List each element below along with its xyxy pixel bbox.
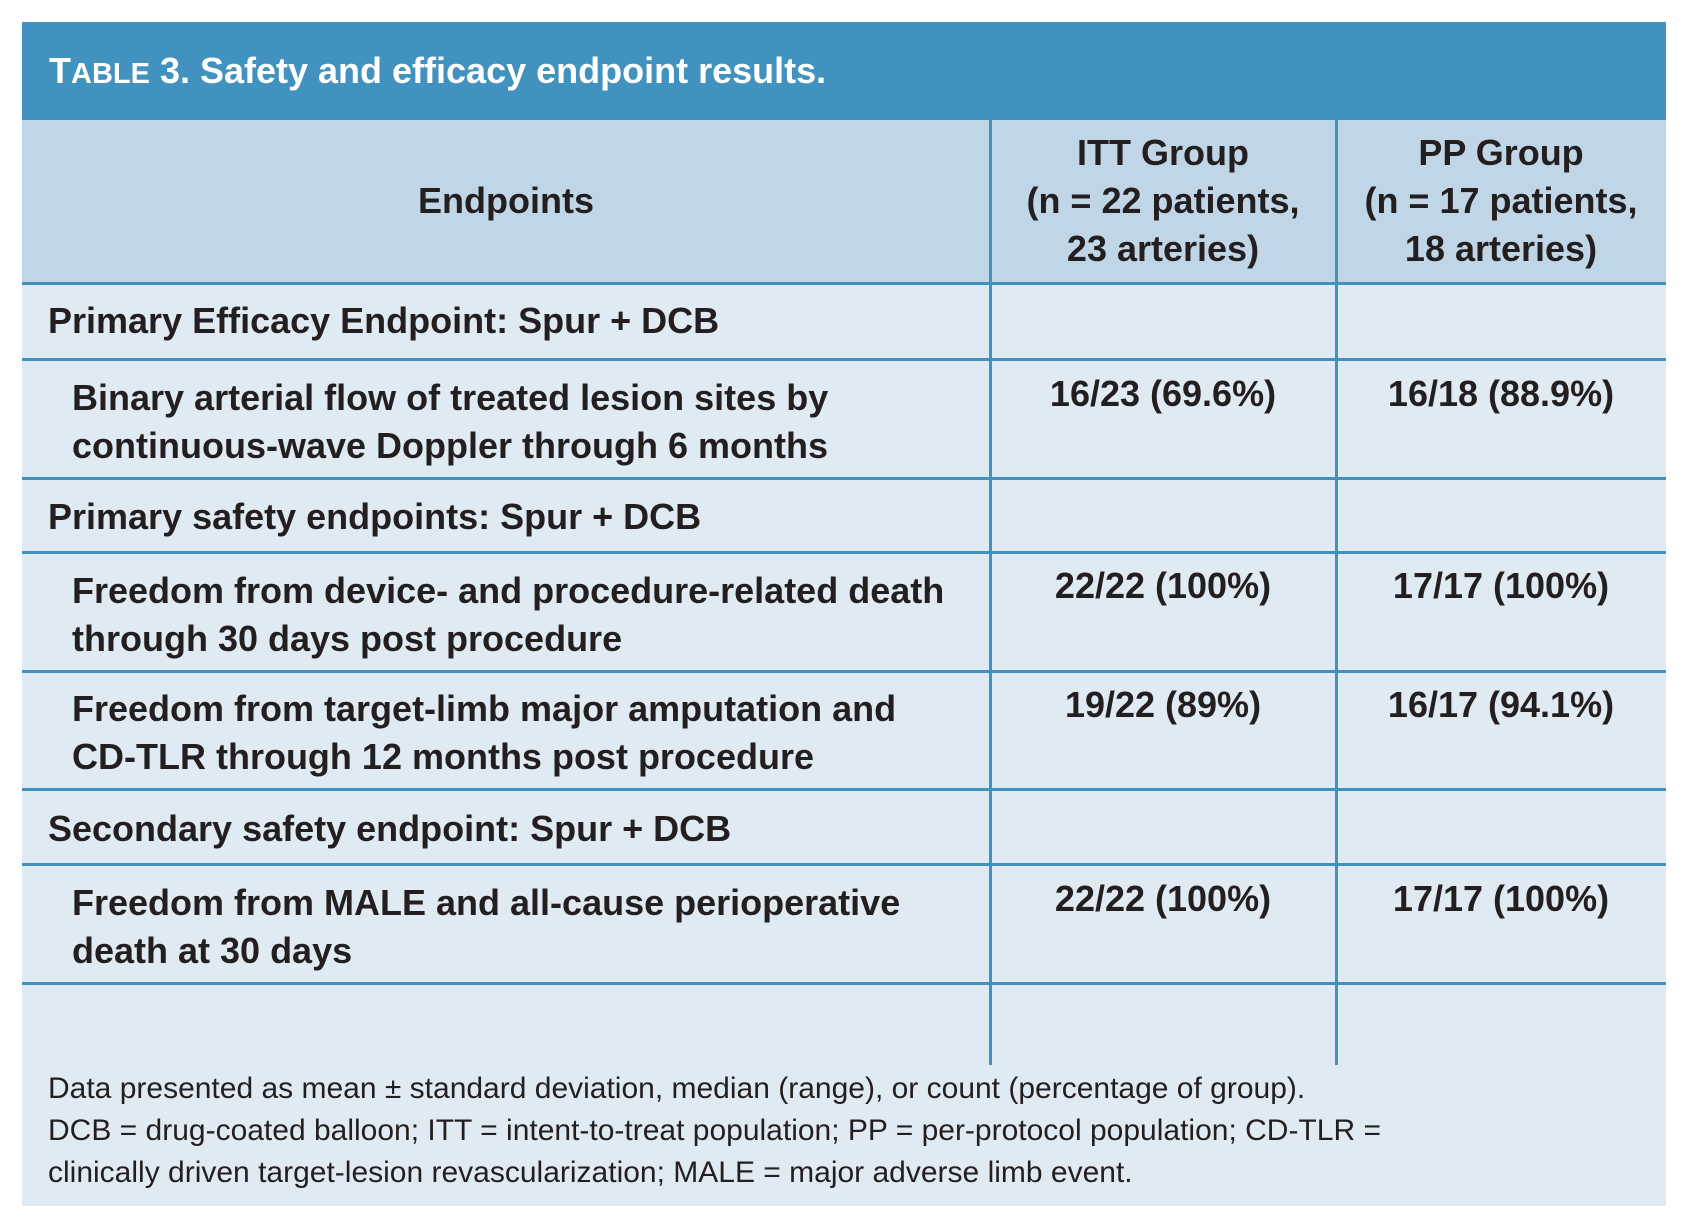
itt-value: 19/22 (89%) (1064, 684, 1262, 725)
endpoint-label-line: Freedom from target-limb major amputatio… (72, 688, 897, 729)
table-row: Freedom from device- and procedure-relat… (22, 554, 1666, 673)
footnote-line: DCB = drug-coated balloon; ITT = intent-… (48, 1114, 1381, 1147)
header-itt-line: (n = 22 patients, (1026, 180, 1300, 221)
section-label: Secondary safety endpoint: Spur + DCB (48, 808, 732, 849)
endpoint-label-line: Freedom from MALE and all-cause perioper… (72, 882, 901, 923)
endpoint-label: Freedom from target-limb major amputatio… (72, 685, 896, 781)
table-row-section: Secondary safety endpoint: Spur + DCB (22, 791, 1666, 866)
pp-value: 17/17 (100%) (1392, 565, 1610, 606)
footnote-line: clinically driven target-lesion revascul… (48, 1156, 1133, 1189)
itt-value: 22/22 (100%) (1054, 878, 1272, 919)
section-label: Primary Efficacy Endpoint: Spur + DCB (48, 300, 720, 341)
table-title: TABLE 3. Safety and efficacy endpoint re… (22, 22, 1666, 120)
table-title-smallcaps: ABLE (71, 58, 150, 90)
endpoint-label-line: Binary arterial flow of treated lesion s… (72, 377, 829, 418)
table-title-text: 3. Safety and efficacy endpoint results. (149, 50, 827, 91)
section-label: Primary safety endpoints: Spur + DCB (48, 496, 702, 537)
endpoint-label-line: continuous-wave Doppler through 6 months (72, 425, 828, 466)
pp-value: 17/17 (100%) (1392, 878, 1610, 919)
endpoint-label-line: Freedom from device- and procedure-relat… (72, 570, 945, 611)
column-divider (1335, 120, 1338, 1065)
column-divider (989, 120, 992, 1065)
header-pp-group: PP Group (n = 17 patients, 18 arteries) (1336, 120, 1666, 282)
header-pp-line: PP Group (1418, 132, 1584, 173)
header-itt-line: 23 arteries) (1066, 228, 1260, 269)
endpoint-label: Freedom from MALE and all-cause perioper… (72, 879, 900, 975)
itt-value: 16/23 (69.6%) (1049, 373, 1277, 414)
table-row: Freedom from MALE and all-cause perioper… (22, 866, 1666, 985)
header-pp-line: 18 arteries) (1404, 228, 1598, 269)
header-pp-line: (n = 17 patients, (1364, 180, 1638, 221)
endpoint-label: Binary arterial flow of treated lesion s… (72, 374, 828, 470)
table-row: Freedom from target-limb major amputatio… (22, 673, 1666, 791)
table-title-initial: T (49, 50, 71, 91)
itt-value: 22/22 (100%) (1054, 565, 1272, 606)
table-row-section: Primary Efficacy Endpoint: Spur + DCB (22, 285, 1666, 361)
header-endpoints: Endpoints (22, 120, 990, 282)
footnote-line: Data presented as mean ± standard deviat… (48, 1072, 1306, 1105)
endpoint-label-line: through 30 days post procedure (72, 618, 623, 659)
header-endpoints-label: Endpoints (418, 180, 594, 221)
endpoint-label-line: CD-TLR through 12 months post procedure (72, 736, 814, 777)
endpoint-label: Freedom from device- and procedure-relat… (72, 567, 944, 663)
header-itt-line: ITT Group (1077, 132, 1249, 173)
table-header-row: Endpoints ITT Group (n = 22 patients, 23… (22, 120, 1666, 285)
endpoint-label-line: death at 30 days (72, 930, 353, 971)
header-itt-group: ITT Group (n = 22 patients, 23 arteries) (990, 120, 1336, 282)
table-footnote: Data presented as mean ± standard deviat… (48, 1068, 1648, 1194)
table-row: Binary arterial flow of treated lesion s… (22, 361, 1666, 480)
pp-value: 16/17 (94.1%) (1387, 684, 1615, 725)
table-row-section: Primary safety endpoints: Spur + DCB (22, 480, 1666, 554)
table: TABLE 3. Safety and efficacy endpoint re… (22, 22, 1666, 1206)
pp-value: 16/18 (88.9%) (1387, 373, 1615, 414)
